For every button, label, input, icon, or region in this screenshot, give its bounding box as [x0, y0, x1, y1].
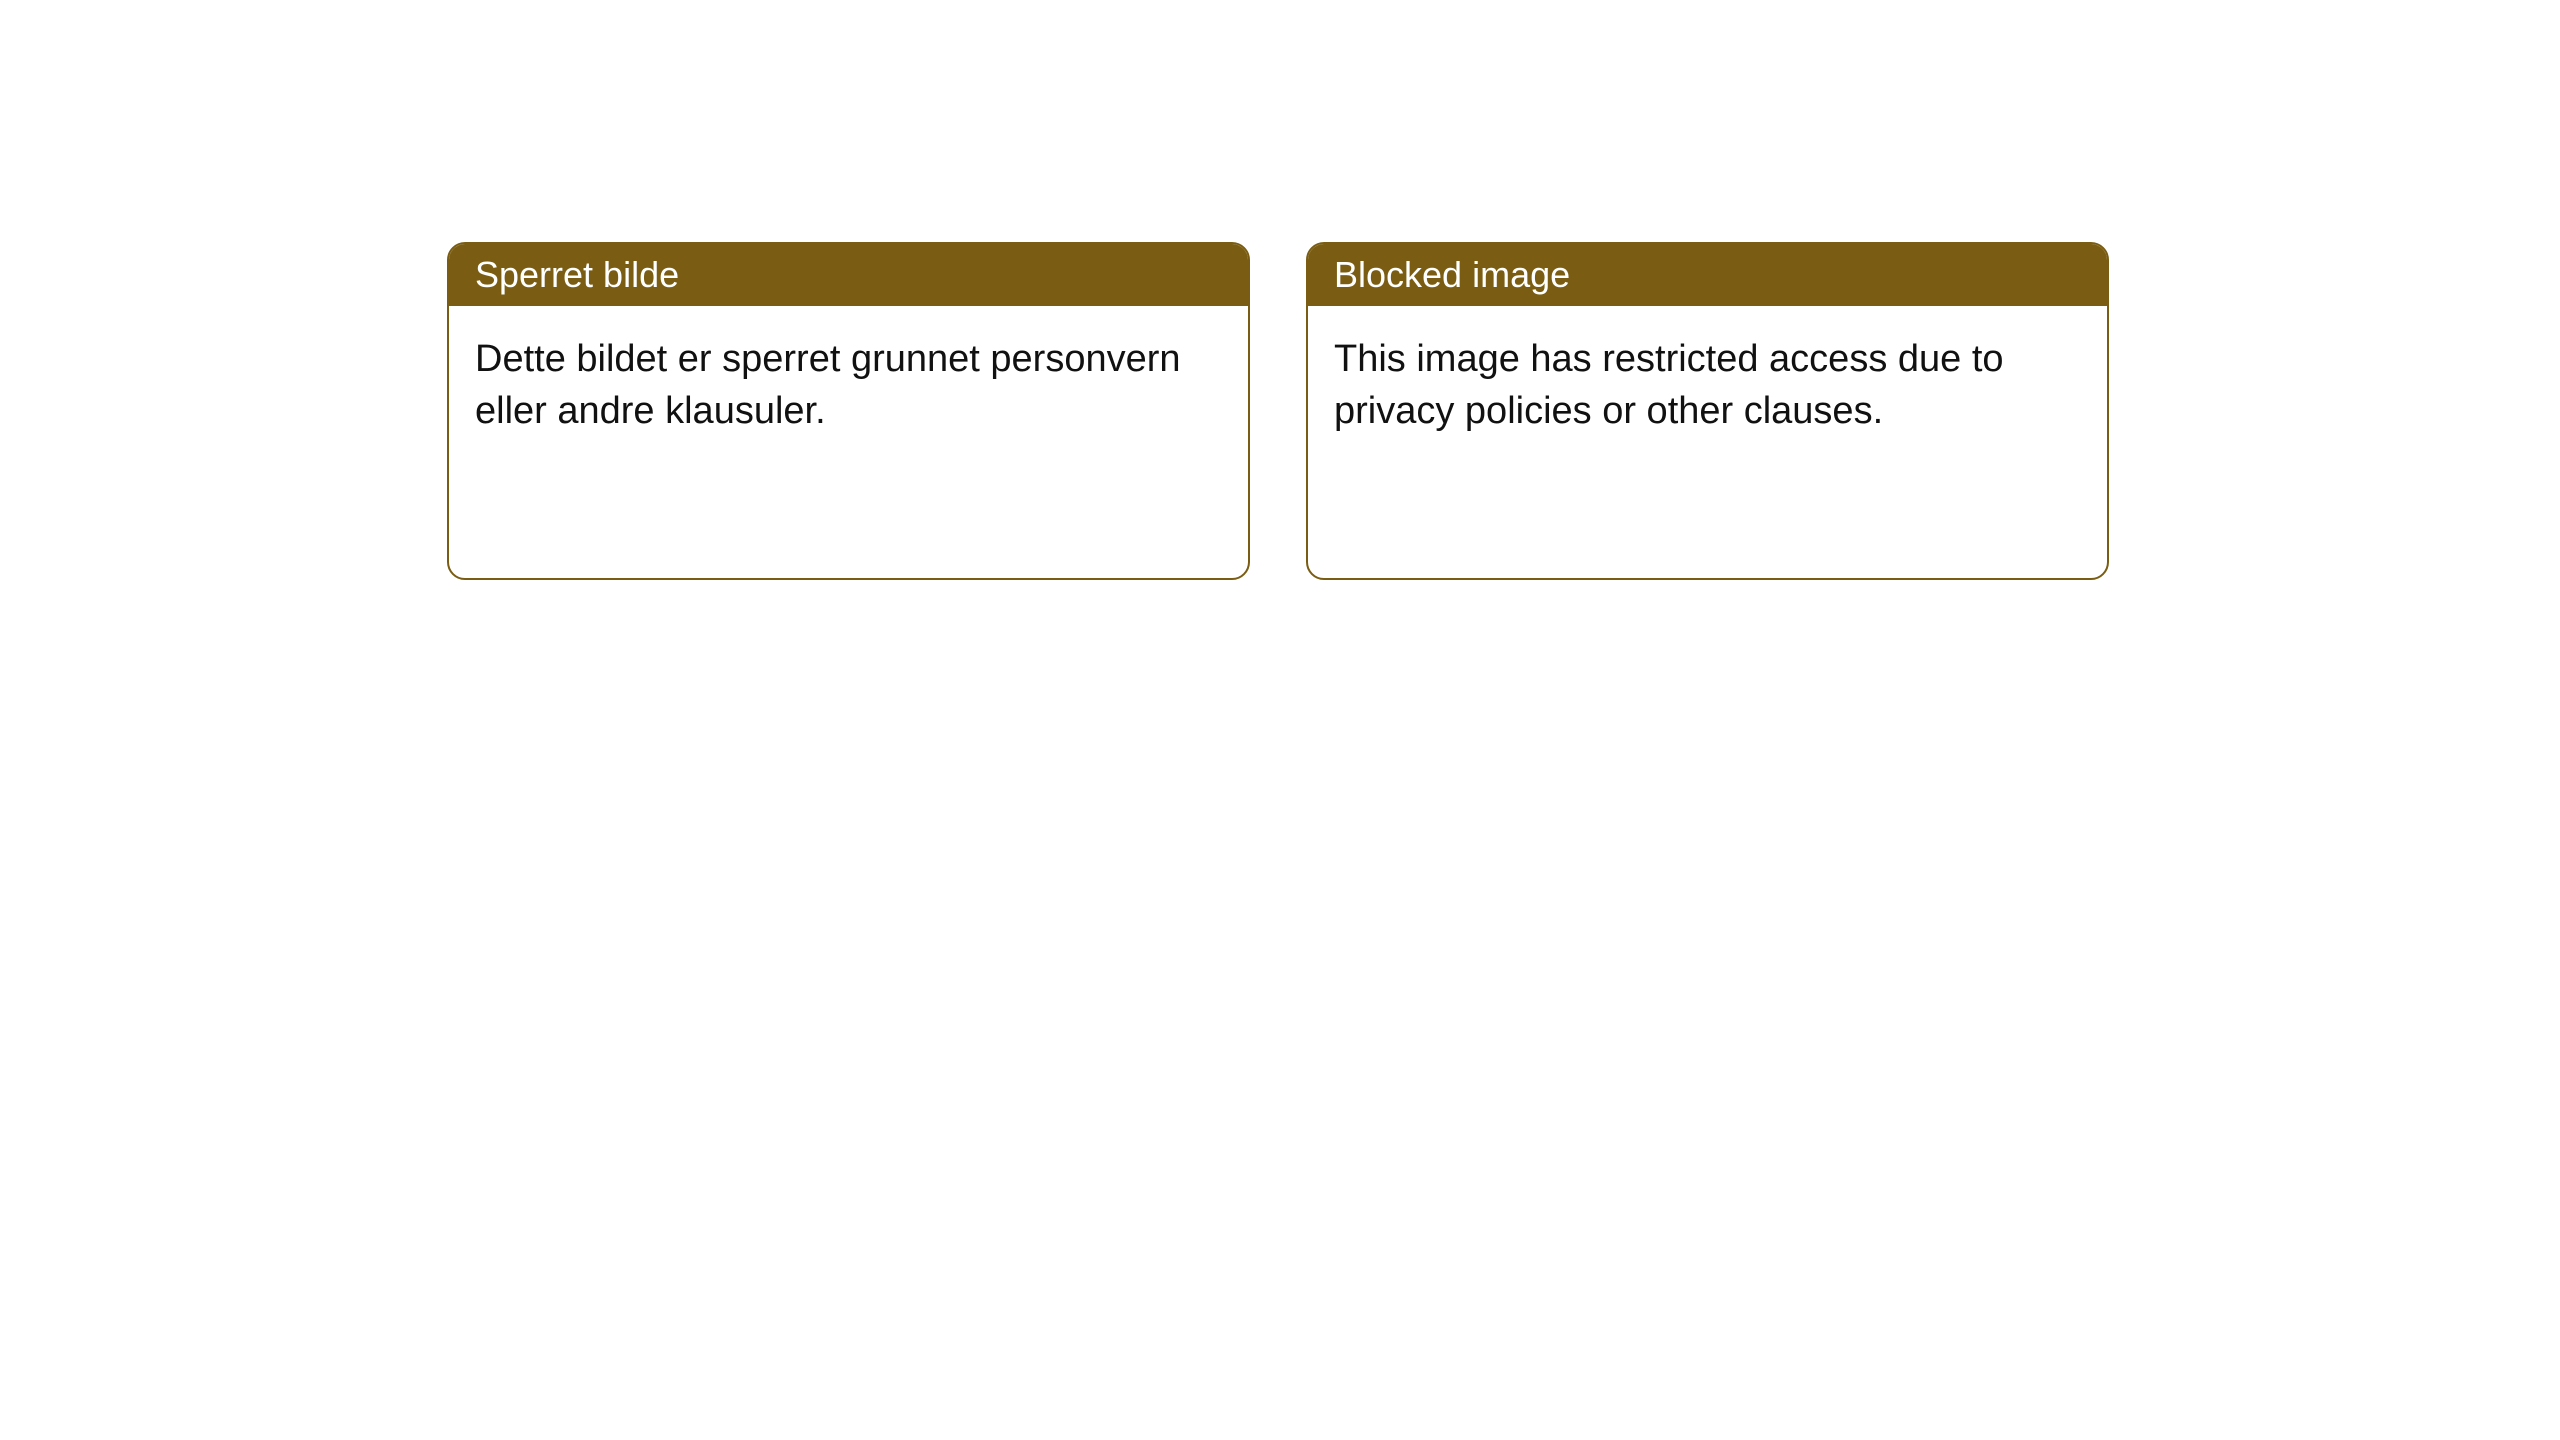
- notice-card-norwegian: Sperret bilde Dette bildet er sperret gr…: [447, 242, 1250, 580]
- notice-title: Sperret bilde: [449, 244, 1248, 306]
- notice-title: Blocked image: [1308, 244, 2107, 306]
- notice-body: This image has restricted access due to …: [1308, 306, 2107, 578]
- notice-container: Sperret bilde Dette bildet er sperret gr…: [0, 0, 2560, 580]
- notice-card-english: Blocked image This image has restricted …: [1306, 242, 2109, 580]
- notice-body: Dette bildet er sperret grunnet personve…: [449, 306, 1248, 578]
